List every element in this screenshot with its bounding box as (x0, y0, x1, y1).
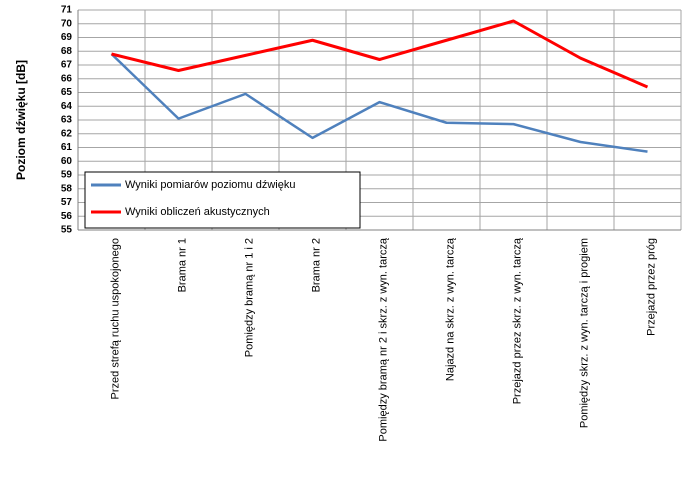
y-tick-label: 65 (61, 87, 73, 98)
y-axis-label: Poziom dźwięku [dB] (14, 60, 28, 180)
y-tick-label: 56 (61, 211, 73, 222)
x-tick-label: Pomiędzy skrz. z wyn. tarczą i progiem (578, 238, 590, 428)
y-tick-label: 57 (61, 197, 73, 208)
x-tick-label: Przed strefą ruchu uspokojonego (109, 238, 121, 399)
y-tick-label: 58 (61, 183, 73, 194)
line-series (110, 53, 648, 153)
x-tick-label: Brama nr 2 (310, 238, 322, 292)
y-tick-label: 68 (61, 46, 73, 57)
x-tick-label: Pomiędzy bramą nr 1 i 2 (243, 238, 255, 357)
y-tick-label: 60 (61, 156, 73, 167)
y-tick-label: 70 (61, 18, 73, 29)
y-tick-label: 62 (61, 128, 73, 139)
y-tick-label: 67 (61, 60, 73, 71)
y-tick-label: 63 (61, 115, 73, 126)
x-tick-label: Pomiędzy bramą nr 2 i skrz. z wyn. tarcz… (377, 237, 389, 441)
x-tick-label: Brama nr 1 (176, 238, 188, 292)
y-tick-label: 55 (61, 225, 73, 236)
y-tick-label: 59 (61, 170, 73, 181)
y-tick-label: 64 (61, 101, 73, 112)
x-tick-label: Przejazd przez próg (645, 238, 657, 336)
y-tick-label: 61 (61, 142, 73, 153)
y-tick-label: 71 (61, 5, 73, 16)
legend (84, 171, 361, 229)
line-series (111, 19, 649, 89)
y-tick-label: 66 (61, 73, 73, 84)
legend-label: Wyniki pomiarów poziomu dźwięku (125, 179, 295, 191)
x-tick-label: Przejazd przez skrz. z wyn. tarczą (511, 237, 523, 404)
y-tick-label: 69 (61, 32, 73, 43)
legend-label: Wyniki obliczeń akustycznych (125, 206, 270, 218)
x-tick-label: Najazd na skrz. z wyn. tarczą (444, 237, 456, 381)
